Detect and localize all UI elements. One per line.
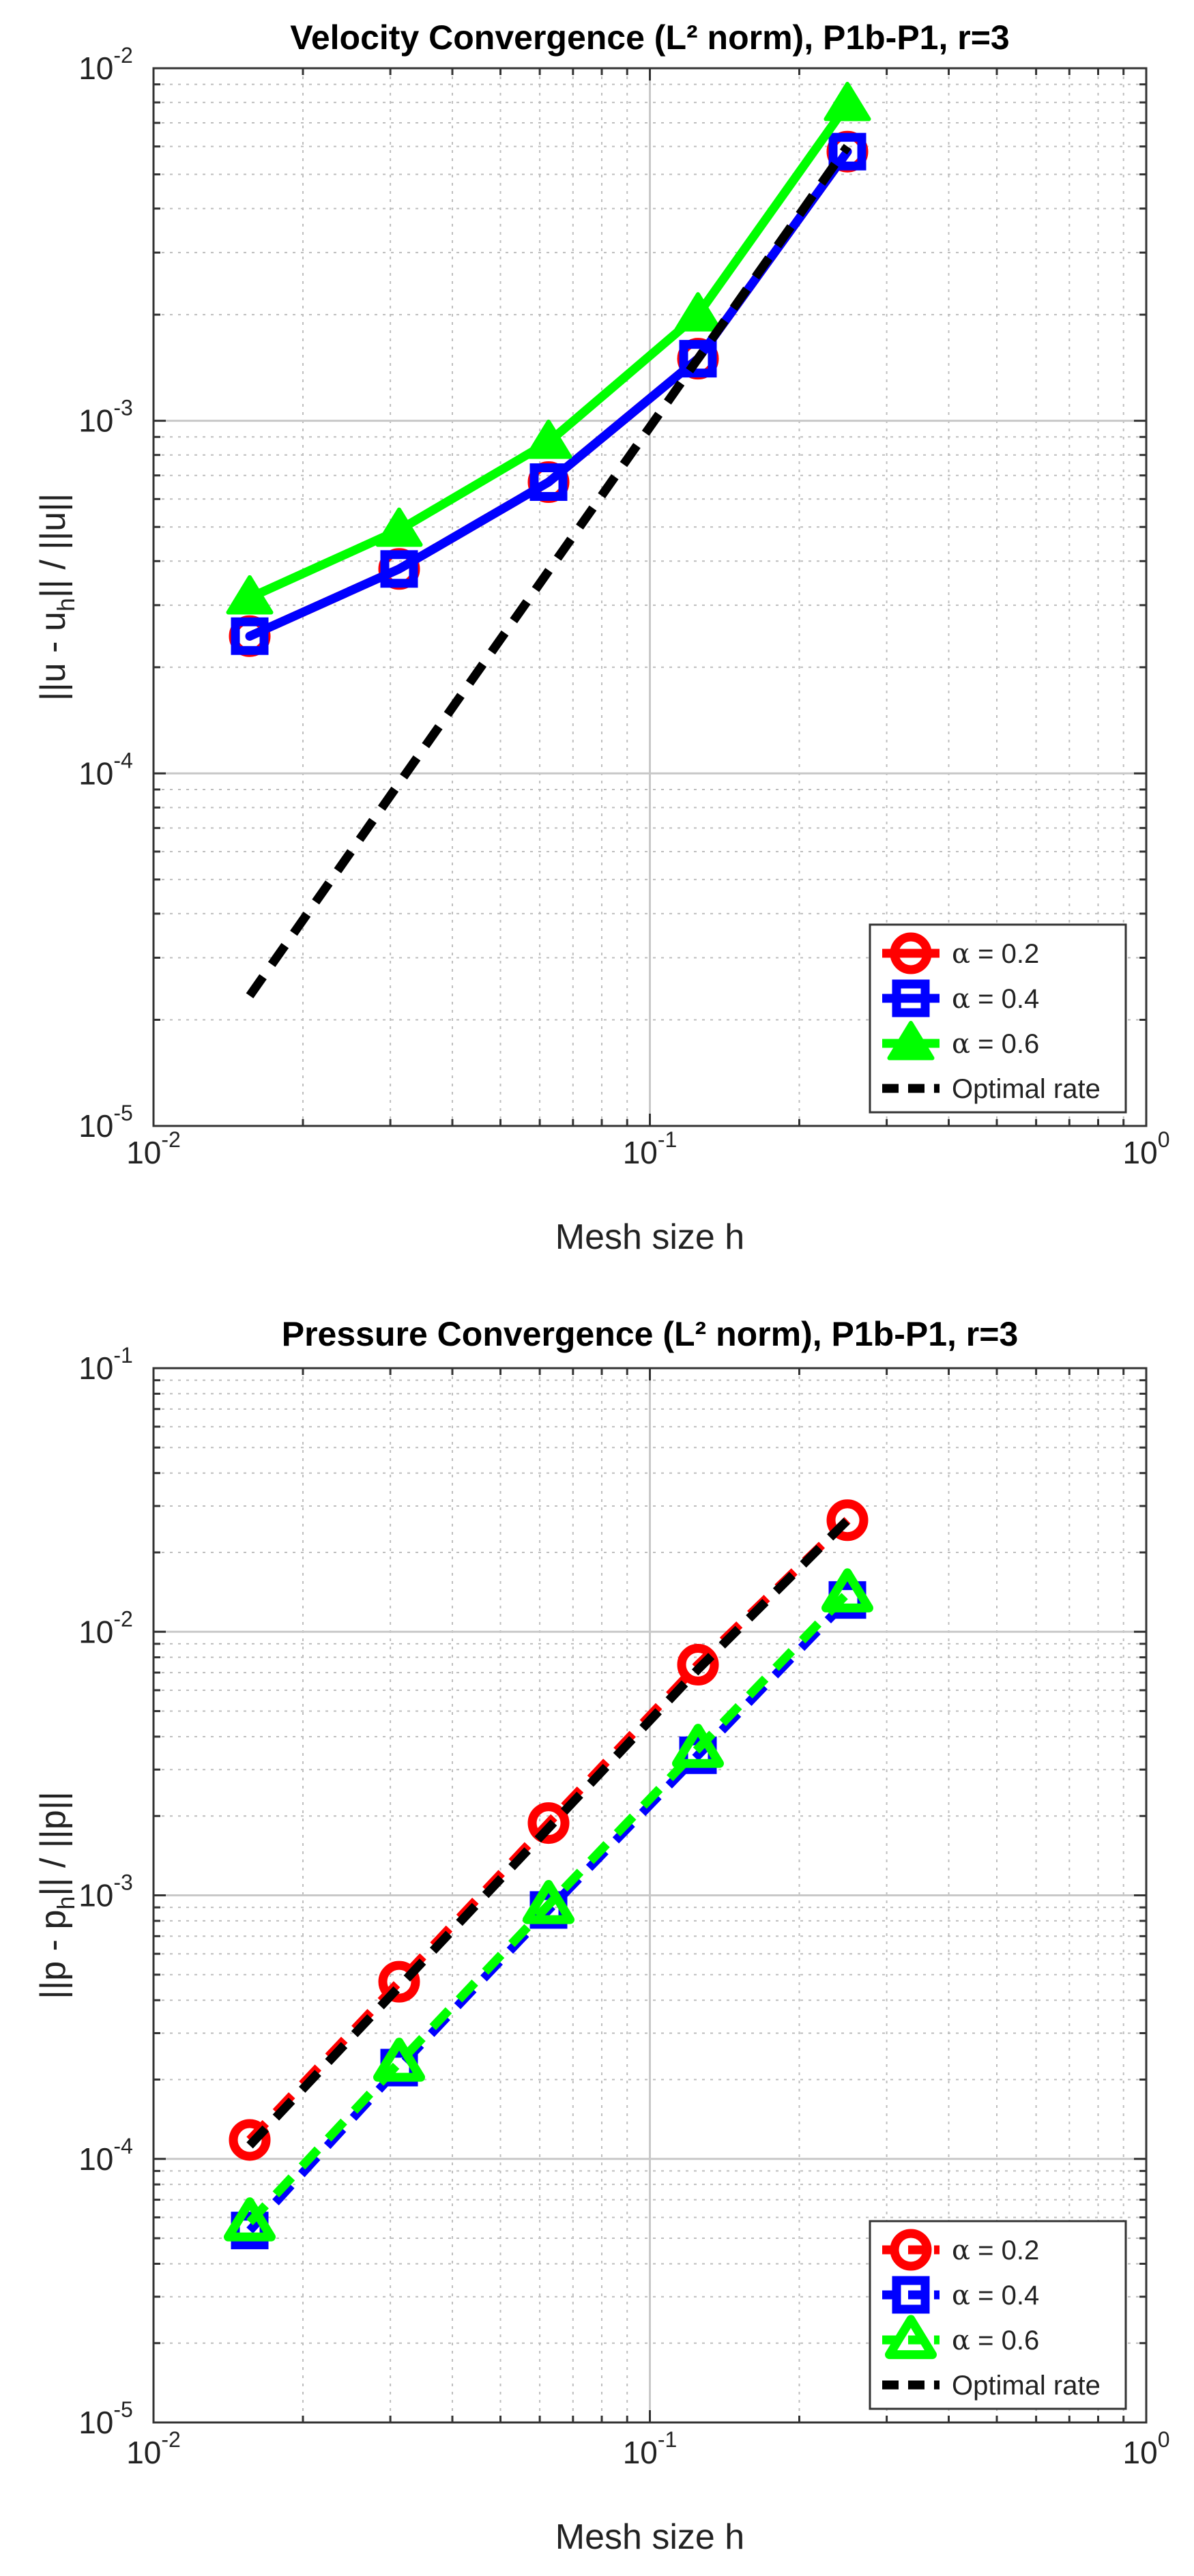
y-axis-label: ||u - uh|| / ||u|| [33,493,80,701]
legend-label: α = 0.2 [952,938,1039,970]
chart-title: Velocity Convergence (L² norm), P1b-P1, … [290,18,1009,57]
chart-title: Pressure Convergence (L² norm), P1b-P1, … [282,1315,1019,1353]
series-layer [224,1499,874,2250]
series-3 [224,1568,874,2242]
y-tick-label: 10-4 [78,748,133,791]
x-tick-label: 10-2 [126,1127,181,1170]
legend-item: α = 0.6 [882,2315,1039,2360]
series-4 [246,1517,851,2149]
data-point [224,2197,276,2242]
x-tick-label: 10-1 [623,1127,678,1170]
legend-item: α = 0.2 [882,2229,1039,2271]
series-2 [231,132,867,655]
data-point [821,1568,874,1612]
series-line [246,1517,851,2149]
data-point [672,1724,725,1768]
chart-2: 10-2 10-1 100 10-5 10-4 10-3 10-2 10-1 Pressure … [33,1315,1169,2557]
x-tick-label: 10-2 [126,2427,181,2470]
data-point [229,2119,271,2161]
data-point [378,1960,420,2003]
legend: α = 0.2 α = 0.4 α = 0.6 Optimal rate [869,923,1127,1114]
x-axis-label: Mesh size h [555,2517,744,2557]
data-point [677,1644,719,1686]
y-tick-label: 10-5 [78,1101,133,1144]
data-point [523,1879,575,1924]
data-point [380,550,418,588]
legend-marker [892,979,930,1017]
legend-item: α = 0.4 [882,979,1039,1017]
y-tick-label: 10-4 [78,2134,133,2177]
legend-marker [885,2315,937,2360]
data-point [525,419,572,459]
legend-label: α = 0.6 [952,1028,1039,1060]
y-tick-label: 10-2 [78,1606,133,1649]
legend-marker [890,2229,932,2271]
data-point [231,617,269,655]
chart-1: 10-2 10-1 100 10-5 10-4 10-3 10-2 Velocity Conv… [33,18,1169,1257]
data-point [226,575,274,615]
legend: α = 0.2 α = 0.4 α = 0.6 Optimal rate [869,2220,1127,2410]
series-line [246,143,851,998]
y-axis-label: ||p - ph|| / ||p|| [33,1791,80,1999]
data-point [674,292,722,332]
y-tick-label: 10-1 [78,1343,133,1386]
legend-item: α = 0.2 [882,932,1039,974]
series-4 [246,143,851,998]
data-point [373,2038,426,2082]
x-tick-label: 100 [1123,1127,1170,1170]
data-point [527,1802,570,1844]
series-layer [226,81,871,998]
legend-label: Optimal rate [952,1074,1101,1104]
legend-item: Optimal rate [882,2371,1101,2401]
data-point [826,1499,869,1542]
series-3 [226,81,871,615]
legend-label: α = 0.4 [952,983,1039,1015]
series-line [246,1590,851,2226]
y-tick-label: 10-3 [78,396,133,439]
x-axis-label: Mesh size h [555,1217,744,1257]
legend-label: Optimal rate [952,2371,1101,2401]
y-tick-label: 10-3 [78,1870,133,1913]
legend-marker [887,1021,935,1060]
legend-item: α = 0.4 [882,2276,1039,2314]
legend-item: Optimal rate [882,1074,1101,1104]
tick-marks [152,1367,1148,2424]
legend-label: α = 0.6 [952,2325,1039,2356]
y-tick-label: 10-2 [78,43,133,86]
data-point [529,463,568,502]
legend-label: α = 0.2 [952,2235,1039,2266]
data-point [824,81,871,121]
x-tick-label: 10-1 [623,2427,678,2470]
series-line [245,147,852,641]
data-point [828,132,867,171]
legend-item: α = 0.6 [882,1021,1039,1060]
data-point [375,507,423,547]
tick-marks [152,67,1148,1127]
y-tick-label: 10-5 [78,2397,133,2440]
legend-label: α = 0.4 [952,2280,1039,2311]
legend-marker [890,932,932,974]
x-tick-label: 100 [1123,2427,1170,2470]
legend-marker [892,2276,930,2314]
data-point [679,340,717,378]
